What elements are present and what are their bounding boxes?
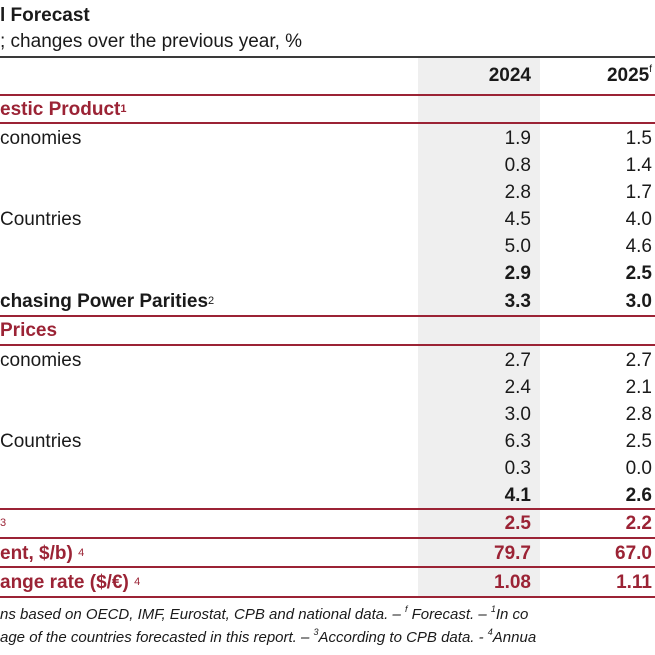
- table-bottom-rule: [0, 596, 655, 598]
- prices-row-advanced-economies: conomies: [0, 350, 82, 371]
- ppp-row-2024: 3.3: [504, 291, 531, 312]
- gdp-row-2-2025: 1.4: [625, 155, 652, 176]
- year-2024-header: 2024: [488, 65, 531, 86]
- prices-section-top-rule: [0, 315, 655, 317]
- gdp-total-2024: 2.9: [504, 263, 531, 284]
- prices-section-bottom-rule: [0, 344, 655, 346]
- prices-row-1-2025: 2.7: [625, 350, 652, 371]
- prices-row-developing-countries: Countries: [0, 431, 82, 452]
- special-rule-2: [0, 537, 655, 539]
- oil-price-2024: 79.7: [494, 543, 531, 564]
- gdp-row-5-2025: 4.6: [625, 236, 652, 257]
- footnote-line-1: ns based on OECD, IMF, Eurostat, CPB and…: [0, 604, 529, 623]
- prices-total-2024: 4.1: [504, 485, 531, 506]
- special-rule-3: [0, 566, 655, 568]
- gdp-row-3-2025: 1.7: [625, 182, 652, 203]
- special-row-1-2024: 2.5: [504, 513, 531, 534]
- gdp-row-1-2025: 1.5: [625, 128, 652, 149]
- prices-row-5-2024: 0.3: [504, 458, 531, 479]
- prices-total-2025: 2.6: [625, 485, 652, 506]
- table-title: l Forecast: [0, 5, 90, 26]
- prices-row-5-2025: 0.0: [625, 458, 652, 479]
- footnote-line-2: age of the countries forecasted in this …: [0, 627, 537, 646]
- header-top-rule: [0, 56, 655, 58]
- gdp-row-4-2025: 4.0: [625, 209, 652, 230]
- gdp-total-2025: 2.5: [625, 263, 652, 284]
- gdp-row-advanced-economies: conomies: [0, 128, 82, 149]
- year-2024-column-shade: [418, 57, 540, 598]
- prices-row-4-2025: 2.5: [625, 431, 652, 452]
- oil-price-2025: 67.0: [615, 543, 652, 564]
- ppp-row-label: chasing Power Parities2: [0, 291, 215, 312]
- prices-row-1-2024: 2.7: [504, 350, 531, 371]
- prices-row-2-2024: 2.4: [504, 377, 531, 398]
- table-subtitle: ; changes over the previous year, %: [0, 31, 303, 52]
- exchange-rate-label: ange rate ($/€) 4: [0, 572, 141, 593]
- gdp-row-developing-countries: Countries: [0, 209, 82, 230]
- gdp-row-5-2024: 5.0: [504, 236, 531, 257]
- gdp-row-3-2024: 2.8: [504, 182, 531, 203]
- gdp-section-top-rule: [0, 94, 655, 96]
- special-top-rule: [0, 508, 655, 510]
- prices-row-3-2025: 2.8: [625, 404, 652, 425]
- special-row-1-label: 3: [0, 517, 7, 529]
- gdp-row-2-2024: 0.8: [504, 155, 531, 176]
- prices-row-4-2024: 6.3: [504, 431, 531, 452]
- gdp-row-1-2024: 1.9: [504, 128, 531, 149]
- gdp-section-bottom-rule: [0, 122, 655, 124]
- prices-row-3-2024: 3.0: [504, 404, 531, 425]
- prices-row-2-2025: 2.1: [625, 377, 652, 398]
- gdp-row-4-2024: 4.5: [504, 209, 531, 230]
- gdp-section-heading: estic Product1: [0, 99, 127, 120]
- exchange-rate-2024: 1.08: [494, 572, 531, 593]
- exchange-rate-2025: 1.11: [616, 572, 652, 593]
- oil-price-label: ent, $/b) 4: [0, 543, 85, 564]
- prices-section-heading: Prices: [0, 320, 58, 341]
- special-row-1-2025: 2.2: [625, 513, 652, 534]
- year-2025-header: 2025f: [606, 63, 652, 86]
- ppp-row-2025: 3.0: [625, 291, 652, 312]
